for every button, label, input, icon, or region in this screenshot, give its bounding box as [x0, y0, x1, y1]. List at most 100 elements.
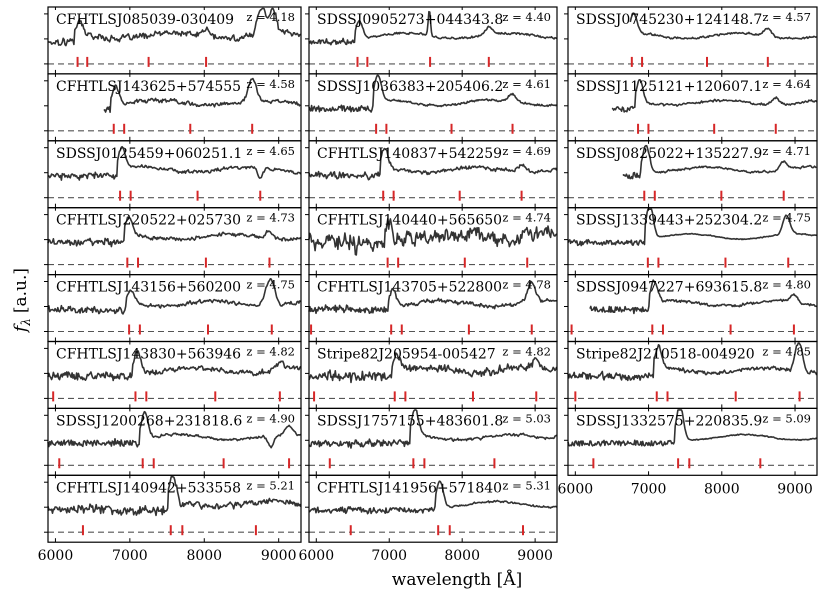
panel-redshift: z = 4.69: [502, 144, 551, 158]
y-axis-label-unit: [a.u.]: [11, 268, 31, 313]
panel-object-name: SDSSJ0745230+124148.7: [576, 12, 762, 28]
x-tick-label: 7000: [371, 548, 407, 564]
panel-redshift: z = 4.82: [246, 345, 295, 359]
panel-redshift: z = 4.80: [762, 278, 811, 292]
panel-redshift: z = 4.61: [502, 77, 551, 91]
panel-redshift: z = 4.75: [246, 278, 295, 292]
spectrum-panel: SDSSJ1125121+120607.1 z = 4.64: [564, 73, 818, 142]
spectrum-panel: SDSSJ0125459+060251.1 z = 4.65: [44, 140, 302, 209]
spectrum-line: [47, 350, 302, 382]
spectrum-line: [308, 409, 558, 449]
panel-redshift: z = 4.18: [246, 10, 295, 24]
spectrum-line: [308, 218, 558, 256]
panel-object-name: CFHTLSJ143156+560200: [56, 280, 241, 296]
panel-frame: [567, 407, 818, 476]
y-axis-label-sub: λ: [19, 318, 33, 327]
panel-redshift: z = 4.74: [502, 211, 551, 225]
spectrum-line: [629, 12, 817, 40]
spectrum-line: [47, 7, 301, 47]
panel-object-name: SDSSJ1332575+220835.9: [576, 413, 762, 429]
spectrum-line: [47, 476, 302, 517]
spectrum-panel: CFHTLSJ085039-030409 z = 4.18: [44, 6, 302, 75]
x-tick-label: 7000: [631, 481, 667, 497]
spectrum-panel: CFHTLSJ140837+542259 z = 4.69: [305, 140, 558, 209]
panel-redshift: z = 5.03: [502, 411, 551, 425]
spectrum-panel: SDSSJ0947227+693615.8 z = 4.80: [564, 274, 818, 343]
x-tick-label: 9000: [261, 548, 297, 564]
spectrum-line: [589, 279, 817, 315]
panel-object-name: CFHTLSJ085039-030409: [56, 12, 234, 28]
spectrum-panel: CFHTLSJ143156+560200 z = 4.75: [44, 274, 302, 343]
spectrum-line: [47, 216, 302, 248]
spectrum-panel: CFHTLSJ140942+533558 z = 5.21: [44, 474, 302, 543]
spectrum-panel: SDSSJ1200268+231818.6 z = 4.90: [44, 407, 302, 476]
spectrum-line: [308, 10, 558, 46]
spectrum-panel: CFHTLSJ141956+571840 z = 5.31: [305, 474, 558, 543]
spectrum-line: [47, 145, 302, 181]
spectrum-line: [308, 352, 558, 384]
spectrum-panel: SDSSJ1036383+205406.2 z = 4.61: [305, 73, 558, 142]
panel-frame: [308, 474, 558, 543]
panel-object-name: SDSSJ1757155+483601.8: [317, 413, 503, 429]
y-axis-label: fλ [a.u.]: [11, 268, 33, 334]
panel-redshift: z = 5.09: [762, 411, 811, 425]
panel-redshift: z = 4.65: [246, 144, 295, 158]
spectrum-line: [567, 409, 817, 447]
x-tick-label: 8000: [444, 548, 480, 564]
spectrum-panel: CFHTLSJ143705+522800 z = 4.78: [305, 274, 558, 343]
spectrum-line: [308, 74, 558, 113]
panel-redshift: z = 4.85: [762, 345, 811, 359]
x-tick-label: 8000: [186, 548, 222, 564]
spectrum-panel: Stripe82J205954-005427 z = 4.82: [305, 340, 558, 410]
panel-object-name: CFHTLSJ140440+565650: [317, 213, 502, 229]
panel-object-name: CFHTLSJ143705+522800: [317, 280, 502, 296]
panel-object-name: SDSSJ0905273+044343.8: [317, 12, 503, 28]
panel-redshift: z = 4.71: [762, 144, 811, 158]
panel-redshift: z = 4.75: [762, 211, 811, 225]
panel-frame: [47, 474, 302, 543]
x-tick-label: 6000: [298, 548, 334, 564]
y-axis-label-main: f: [11, 323, 31, 334]
x-axis-label: wavelength [Å]: [392, 569, 522, 590]
spectrum-line: [622, 144, 817, 180]
panel-redshift: z = 4.58: [246, 77, 295, 91]
panel-redshift: z = 4.82: [502, 345, 551, 359]
spectrum-line: [308, 147, 558, 181]
spectrum-line: [611, 79, 818, 113]
panel-redshift: z = 4.64: [762, 77, 811, 91]
panel-object-name: SDSSJ0125459+060251.1: [56, 146, 242, 162]
panel-object-name: SDSSJ1339443+252304.2: [576, 213, 762, 229]
panel-object-name: CFHTLSJ140942+533558: [56, 480, 241, 496]
panel-redshift: z = 4.40: [502, 10, 551, 24]
spectrum-panel: SDSSJ1757155+483601.8 z = 5.03: [305, 407, 558, 476]
panel-grid: CFHTLSJ085039-030409 z = 4.18 CFHTLSJ14362…: [44, 6, 818, 543]
panel-redshift: z = 5.31: [502, 478, 551, 492]
panel-redshift: z = 4.73: [246, 211, 295, 225]
panel-redshift: z = 4.78: [502, 278, 551, 292]
spectrum-line: [47, 278, 302, 315]
panel-redshift: z = 4.57: [762, 10, 811, 24]
panel-object-name: SDSSJ1036383+205406.2: [317, 79, 503, 95]
spectrum-panel: SDSSJ0905273+044343.8 z = 4.40: [305, 6, 558, 75]
panel-object-name: CFHTLSJ143625+574555: [56, 79, 241, 95]
spectrum-panel: CFHTLSJ143625+574555 z = 4.58: [44, 73, 302, 142]
panel-object-name: SDSSJ0825022+135227.9: [576, 146, 762, 162]
spectrum-panel: CFHTLSJ140440+565650 z = 4.74: [305, 207, 558, 276]
spectrum-panel: CFHTLSJ143830+563946 z = 4.82: [44, 340, 302, 410]
x-tick-label: 7000: [112, 548, 148, 564]
panel-object-name: CFHTLSJ140837+542259: [317, 146, 502, 162]
panel-object-name: Stripe82J205954-005427: [317, 347, 496, 363]
panel-object-name: SDSSJ0947227+693615.8: [576, 280, 762, 296]
panel-redshift: z = 4.90: [246, 411, 295, 425]
x-tick-label: 6000: [38, 548, 74, 564]
spectrum-line: [567, 208, 817, 247]
panel-object-name: SDSSJ1125121+120607.1: [576, 79, 762, 95]
panel-object-name: CFHTLSJ141956+571840: [317, 480, 502, 496]
x-tick-label: 6000: [558, 481, 594, 497]
spectrum-line: [47, 410, 302, 449]
spectrum-panel: SDSSJ0745230+124148.7 z = 4.57: [564, 6, 818, 75]
spectrum-panel: SDSSJ1332575+220835.9 z = 5.09: [564, 407, 818, 476]
x-tick-label: 9000: [517, 548, 553, 564]
